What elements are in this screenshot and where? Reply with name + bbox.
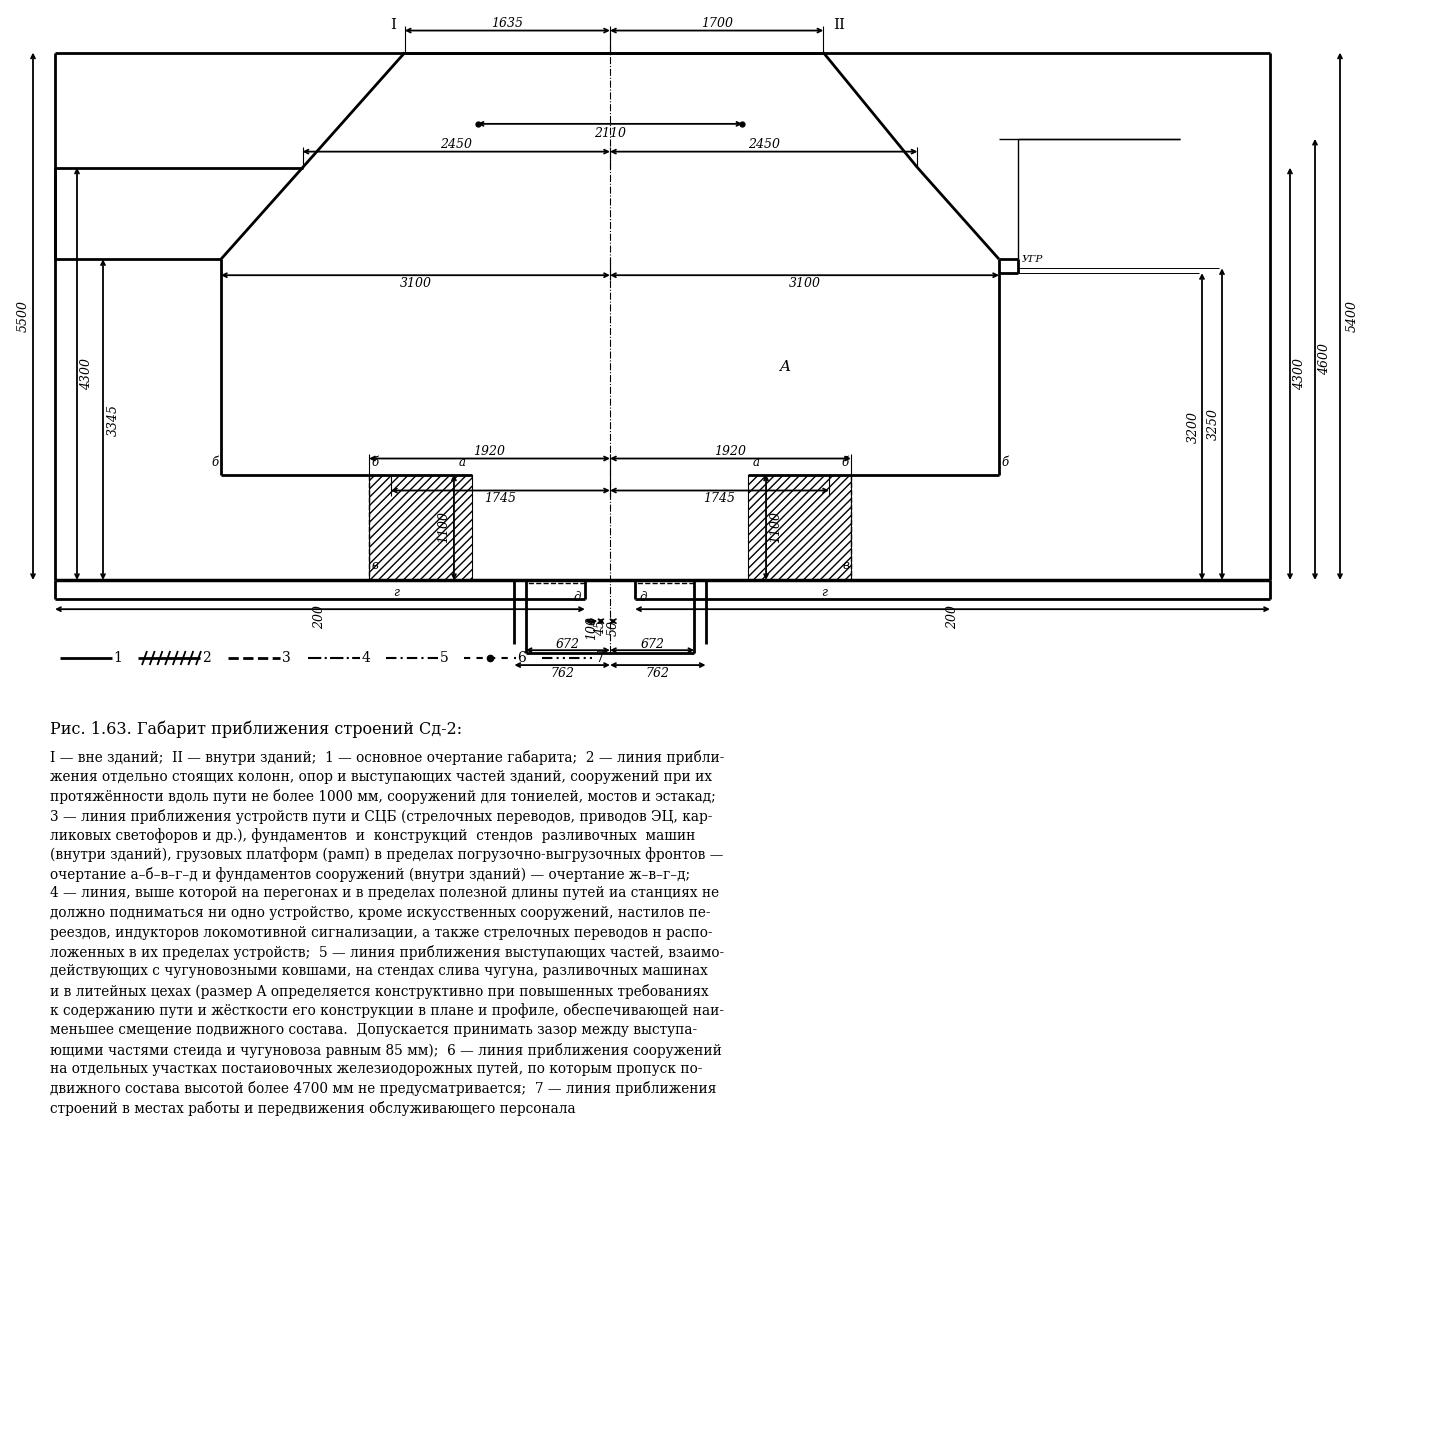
Text: строений в местах работы и передвижения обслуживающего персонала: строений в местах работы и передвижения …: [51, 1101, 576, 1115]
Text: к содержанию пути и жёсткости его конструкции в плане и профиле, обеспечивающей : к содержанию пути и жёсткости его констр…: [51, 1003, 723, 1019]
Text: I — вне зданий;  II — внутри зданий;  1 — основное очертание габарита;  2 — лини: I — вне зданий; II — внутри зданий; 1 — …: [51, 750, 725, 765]
Text: 3345: 3345: [107, 404, 120, 436]
Text: 3100: 3100: [399, 277, 431, 290]
Text: 3250: 3250: [1207, 408, 1220, 440]
Text: действующих с чугуновозными ковшами, на стендах слива чугуна, разливочных машина: действующих с чугуновозными ковшами, на …: [51, 964, 708, 978]
Text: 1920: 1920: [473, 444, 505, 457]
Text: 6: 6: [518, 651, 527, 665]
Text: 5: 5: [440, 651, 449, 665]
Text: 1745: 1745: [485, 492, 517, 505]
Text: в: в: [370, 558, 378, 571]
Text: 1635: 1635: [492, 17, 524, 30]
Text: 1100: 1100: [437, 511, 450, 543]
Text: б: б: [1001, 456, 1009, 469]
Bar: [369, 475, 472, 580]
Text: б: б: [370, 456, 378, 469]
Text: на отдельных участках постаиовочных железиодорожных путей, по которым пропуск по: на отдельных участках постаиовочных желе…: [51, 1062, 702, 1076]
Text: 2450: 2450: [440, 139, 472, 152]
Text: а: а: [459, 456, 466, 469]
Text: г: г: [820, 586, 828, 599]
Text: 1100: 1100: [770, 511, 783, 543]
Text: жения отдельно стоящих колонн, опор и выступающих частей зданий, сооружений при : жения отдельно стоящих колонн, опор и вы…: [51, 769, 712, 784]
Text: 3200: 3200: [1187, 411, 1200, 443]
Text: протяжённости вдоль пути не более 1000 мм, сооружений для тониелей, мостов и эст: протяжённости вдоль пути не более 1000 м…: [51, 789, 716, 804]
Text: и в литейных цехах (размер A определяется конструктивно при повышенных требовани: и в литейных цехах (размер A определяетс…: [51, 984, 709, 999]
Text: 672: 672: [640, 638, 664, 651]
Text: 4300: 4300: [1294, 358, 1307, 390]
Bar: [748, 475, 851, 580]
Text: 5500: 5500: [16, 300, 29, 332]
Text: очертание а–б–в–г–д и фундаментов сооружений (внутри зданий) — очертание ж–в–г–д: очертание а–б–в–г–д и фундаментов сооруж…: [51, 867, 690, 882]
Text: 4300: 4300: [81, 358, 94, 390]
Text: ложенных в их пределах устройств;  5 — линия приближения выступающих частей, вза: ложенных в их пределах устройств; 5 — ли…: [51, 945, 723, 960]
Text: 45: 45: [595, 620, 608, 636]
Text: 200: 200: [314, 605, 327, 629]
Text: 100: 100: [585, 616, 598, 641]
Text: 762: 762: [645, 667, 670, 680]
Text: 4 — линия, выше которой на перегонах и в пределах полезной длины путей иа станци: 4 — линия, выше которой на перегонах и в…: [51, 886, 719, 900]
Text: A: A: [780, 359, 790, 374]
Text: 1700: 1700: [700, 17, 732, 30]
Text: Рис. 1.63. Габарит приближения строений Сд-2:: Рис. 1.63. Габарит приближения строений …: [51, 720, 462, 737]
Text: 2: 2: [201, 651, 210, 665]
Text: II: II: [833, 17, 845, 32]
Text: 50: 50: [606, 620, 619, 636]
Text: меньшее смещение подвижного состава.  Допускается принимать зазор между выступа-: меньшее смещение подвижного состава. Доп…: [51, 1023, 697, 1038]
Text: 4: 4: [362, 651, 370, 665]
Text: 2450: 2450: [748, 139, 780, 152]
Text: г: г: [394, 586, 399, 599]
Text: д: д: [640, 592, 647, 605]
Text: 762: 762: [550, 667, 574, 680]
Text: 1745: 1745: [703, 492, 735, 505]
Text: УГР: УГР: [1022, 255, 1043, 264]
Text: 200: 200: [946, 605, 959, 629]
Text: 1920: 1920: [715, 444, 747, 457]
Text: в: в: [842, 558, 849, 571]
Text: I: I: [389, 17, 396, 32]
Text: 5400: 5400: [1346, 300, 1359, 332]
Text: б: б: [211, 456, 218, 469]
Text: 3100: 3100: [789, 277, 820, 290]
Text: 2110: 2110: [595, 127, 627, 140]
Text: 4600: 4600: [1318, 343, 1331, 375]
Text: 3: 3: [282, 651, 291, 665]
Text: д: д: [573, 592, 580, 605]
Text: движного состава высотой более 4700 мм не предусматривается;  7 — линия приближе: движного состава высотой более 4700 мм н…: [51, 1081, 716, 1097]
Text: (внутри зданий), грузовых платформ (рамп) в пределах погрузочно-выгрузочных фрон: (внутри зданий), грузовых платформ (рамп…: [51, 847, 723, 863]
Text: 7: 7: [596, 651, 605, 665]
Text: 3 — линия приближения устройств пути и СЦБ (стрелочных переводов, приводов ЭЦ, к: 3 — линия приближения устройств пути и С…: [51, 808, 712, 824]
Text: 672: 672: [556, 638, 580, 651]
Text: а: а: [752, 456, 760, 469]
Text: реездов, индукторов локомотивной сигнализации, а также стрелочных переводов н ра: реездов, индукторов локомотивной сигнали…: [51, 925, 712, 939]
Text: должно подниматься ни одно устройство, кроме искусственных сооружений, настилов : должно подниматься ни одно устройство, к…: [51, 906, 710, 921]
Text: 1: 1: [113, 651, 123, 665]
Text: б: б: [842, 456, 849, 469]
Text: ющими частями стеида и чугуновоза равным 85 мм);  6 — линия приближения сооружен: ющими частями стеида и чугуновоза равным…: [51, 1042, 722, 1058]
Text: ликовых светофоров и др.), фундаментов  и  конструкций  стендов  разливочных  ма: ликовых светофоров и др.), фундаментов и…: [51, 828, 696, 843]
